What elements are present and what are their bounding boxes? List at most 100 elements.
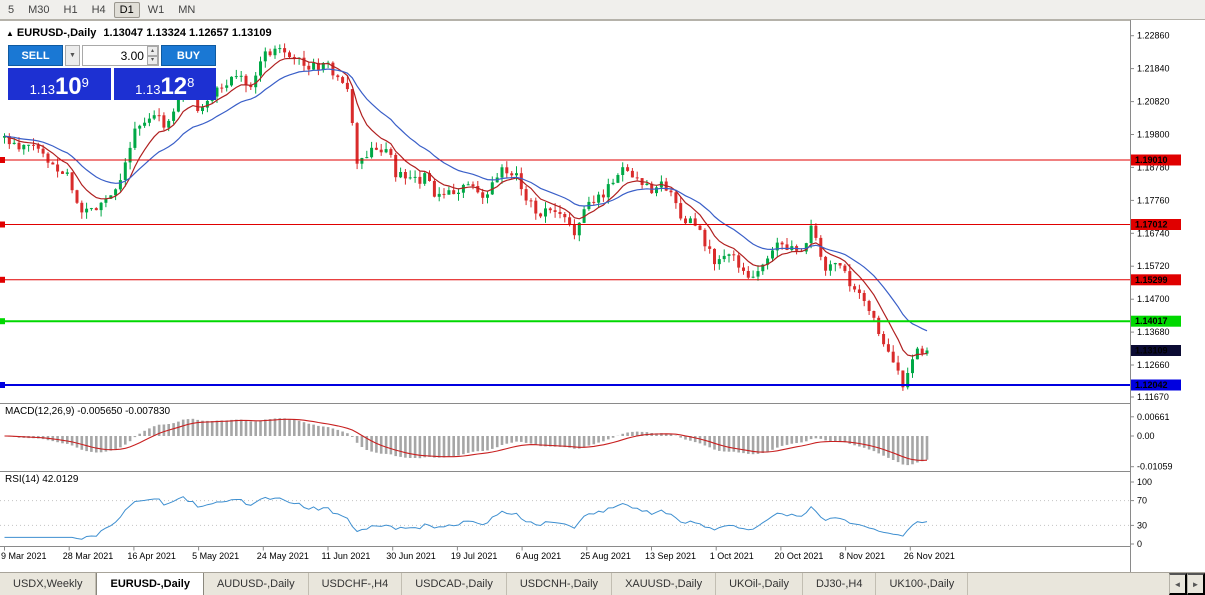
candle-body (249, 85, 253, 88)
tab-ukoil-daily[interactable]: UKOil-,Daily (716, 573, 803, 595)
axis-label: 1.12660 (1137, 360, 1170, 370)
candle-body (529, 200, 533, 202)
sell-price-point: 9 (81, 75, 89, 90)
tab-usdcnh-daily[interactable]: USDCNH-,Daily (506, 573, 613, 595)
candle-body (341, 77, 345, 83)
timeframe-m5[interactable]: 5 (2, 2, 20, 18)
axis-label: 70 (1137, 496, 1147, 506)
candle-body (234, 76, 238, 78)
candle-body (379, 149, 383, 153)
candle-body (355, 123, 359, 164)
candle-body (486, 194, 489, 198)
price-line-badge[interactable] (1131, 274, 1181, 286)
current-price-badge[interactable] (1131, 345, 1181, 356)
axis-label: 1.16740 (1137, 228, 1170, 238)
candle-body (244, 75, 248, 86)
timeframe-w1[interactable]: W1 (142, 2, 171, 18)
macd-pane[interactable] (4, 418, 929, 466)
candle-body (85, 208, 89, 213)
buy-price-display[interactable]: 1.13128 (113, 68, 216, 100)
candle-body (143, 122, 147, 126)
candle-body (413, 176, 417, 178)
candle-body (684, 218, 687, 224)
rsi-label: RSI(14) 42.0129 (5, 474, 79, 485)
candle-body (428, 173, 431, 181)
candle-body (592, 201, 596, 203)
candle-body (51, 162, 55, 165)
candle-body (804, 243, 808, 252)
macd-label: MACD(12,26,9) -0.005650 -0.007830 (5, 406, 171, 417)
rsi-pane[interactable] (0, 496, 1130, 540)
candle-body (307, 65, 311, 70)
timeframe-d1[interactable]: D1 (113, 1, 140, 18)
tab-audusd-daily[interactable]: AUDUSD-,Daily (203, 573, 309, 595)
date-label: 5 May 2021 (192, 551, 239, 561)
candle-body (302, 57, 306, 66)
candle-body (838, 263, 842, 266)
sell-button[interactable]: SELL (8, 45, 63, 66)
candle-body (167, 120, 171, 128)
tab-dj30-h4[interactable]: DJ30-,H4 (802, 573, 877, 595)
line-edge-marker[interactable] (0, 318, 5, 325)
tab-eurusd-daily[interactable]: EURUSD-,Daily (96, 573, 204, 595)
candle-body (717, 259, 721, 265)
tab-usdcad-daily[interactable]: USDCAD-,Daily (402, 573, 507, 595)
collapse-icon[interactable]: ▲ (6, 29, 14, 38)
candle-body (403, 172, 407, 179)
candle-body (447, 190, 451, 195)
tab-scroll-right-icon[interactable]: ► (1187, 573, 1205, 595)
chart-ohlc-values: 1.13047 1.13324 1.12657 1.13109 (103, 27, 272, 39)
timeframe-m30[interactable]: M30 (22, 2, 55, 18)
volume-increase-button[interactable]: ▴ (146, 46, 158, 56)
candle-body (423, 173, 427, 184)
time-axis[interactable]: 9 Mar 2021 28 Mar 2021 16 Apr 2021 5 May 20… (1, 546, 955, 562)
timeframe-h4[interactable]: H4 (86, 2, 112, 18)
candle-body (925, 350, 929, 354)
axis-label: 30 (1137, 520, 1147, 530)
candle-body (819, 237, 823, 257)
price-line-badge[interactable] (1131, 379, 1181, 391)
axis-label: 1.19800 (1137, 130, 1170, 140)
candle-body (432, 181, 436, 197)
line-edge-marker[interactable] (0, 276, 5, 283)
candle-body (756, 271, 760, 277)
price-line-badge[interactable] (1131, 154, 1181, 166)
tab-xauusd-daily[interactable]: XAUUSD-,Daily (612, 573, 717, 595)
candle-body (89, 208, 93, 210)
candle-body (742, 267, 745, 271)
candle-body (278, 48, 282, 50)
tab-usdx-weekly[interactable]: USDX,Weekly (0, 573, 97, 595)
candle-body (466, 184, 470, 186)
one-click-trading-panel: SELL ▼ ▴ ▾ BUY 1.13109 1.13128 (8, 45, 216, 100)
candle-body (172, 111, 176, 121)
candle-body (418, 176, 422, 184)
line-edge-marker[interactable] (0, 221, 5, 228)
price-line-badge[interactable] (1131, 219, 1181, 230)
candle-body (857, 289, 861, 293)
candle-body (350, 89, 354, 123)
candle-body (147, 118, 151, 123)
volume-dropdown-button[interactable]: ▼ (65, 45, 80, 66)
tab-scroll-left-icon[interactable]: ◄ (1169, 573, 1187, 595)
price-line-badge[interactable] (1131, 315, 1181, 327)
candle-body (645, 183, 649, 185)
axis-label: 1.21840 (1137, 64, 1170, 74)
candle-body (882, 334, 886, 345)
tab-uk100-daily[interactable]: UK100-,Daily (876, 573, 969, 595)
price-axis[interactable]: 1.22860 1.21840 1.20820 1.19800 1.18780 1.177… (1130, 20, 1205, 572)
sell-price-display[interactable]: 1.13109 (8, 68, 111, 100)
candle-body (133, 128, 137, 148)
chart-canvas[interactable]: 9 Mar 2021 28 Mar 2021 16 Apr 2021 5 May 20… (0, 20, 1205, 572)
volume-input[interactable] (83, 46, 147, 65)
line-edge-marker[interactable] (0, 382, 5, 388)
volume-decrease-button[interactable]: ▾ (146, 55, 158, 65)
tab-usdchf-h4[interactable]: USDCHF-,H4 (308, 573, 403, 595)
candle-body (824, 256, 828, 271)
timeframe-mn[interactable]: MN (172, 2, 201, 18)
line-edge-marker[interactable] (0, 157, 5, 163)
candle-body (568, 217, 572, 225)
buy-button[interactable]: BUY (161, 45, 216, 66)
candle-body (572, 224, 576, 236)
timeframe-h1[interactable]: H1 (58, 2, 84, 18)
price-pane[interactable] (0, 43, 1130, 391)
